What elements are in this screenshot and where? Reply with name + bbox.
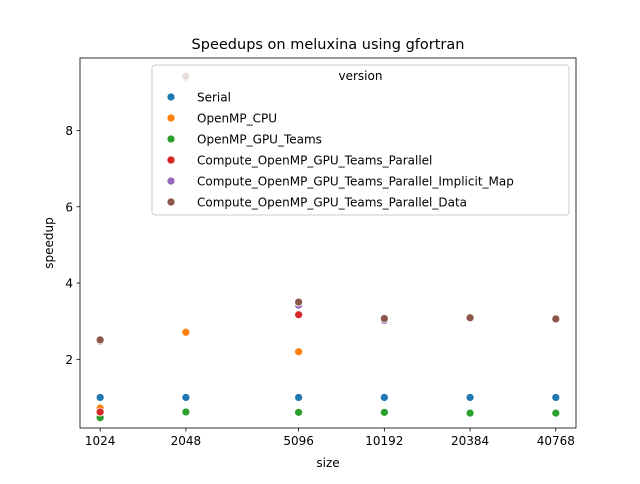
data-point	[181, 327, 191, 337]
data-point	[379, 393, 389, 402]
x-tick-label: 40768	[537, 434, 575, 448]
series-points	[95, 327, 304, 413]
x-axis-label: size	[316, 456, 339, 470]
y-axis-label: speedup	[42, 217, 56, 268]
data-point	[181, 393, 191, 402]
legend-marker	[166, 134, 176, 144]
legend-label: Compute_OpenMP_GPU_Teams_Parallel_Implic…	[197, 175, 514, 189]
plot-axes: 1024 2048 5096 10192 20384 40768 2 4 6 8	[65, 57, 577, 448]
chart-title: Speedups on meluxina using gfortran	[192, 37, 465, 53]
series-points	[95, 407, 561, 423]
legend-marker	[166, 155, 176, 165]
data-point	[379, 407, 389, 417]
data-point	[95, 335, 105, 345]
data-point	[551, 408, 561, 418]
x-tick-label: 10192	[365, 434, 403, 448]
legend-marker	[166, 176, 176, 186]
y-tick-label: 6	[65, 200, 73, 214]
data-point	[551, 393, 561, 402]
plot-frame	[79, 57, 577, 429]
legend-label: OpenMP_GPU_Teams	[197, 133, 322, 147]
legend-label: Compute_OpenMP_GPU_Teams_Parallel	[197, 154, 432, 168]
x-tick-label: 20384	[451, 434, 489, 448]
legend-marker	[166, 92, 176, 102]
data-point	[95, 407, 105, 417]
data-point	[465, 313, 475, 323]
data-point	[294, 393, 304, 402]
series-points	[95, 393, 561, 402]
x-tick-label: 2048	[171, 434, 202, 448]
data-point	[465, 408, 475, 418]
x-tick-label: 5096	[283, 434, 314, 448]
legend-marker	[166, 197, 176, 207]
y-tick-label: 8	[65, 124, 73, 138]
y-tick-label: 2	[65, 353, 73, 367]
y-tick-label: 4	[65, 277, 73, 291]
legend-label: OpenMP_CPU	[197, 112, 277, 126]
x-tick-label: 1024	[85, 434, 116, 448]
data-point	[379, 314, 389, 323]
legend-label: Serial	[197, 91, 231, 105]
legend-title: version	[339, 69, 383, 83]
data-point	[551, 314, 561, 324]
data-point	[294, 347, 304, 357]
data-point	[181, 407, 191, 417]
legend-marker	[166, 113, 176, 123]
data-point	[95, 393, 105, 402]
data-point	[294, 297, 304, 307]
data-point	[465, 393, 475, 402]
legend-box	[151, 64, 570, 216]
data-point	[294, 407, 304, 417]
data-point	[294, 310, 304, 320]
series-points	[95, 310, 304, 417]
legend-label: Compute_OpenMP_GPU_Teams_Parallel_Data	[197, 196, 467, 210]
legend: version Serial OpenMP_CPU OpenMP_GPU_Teams C…	[151, 64, 570, 216]
